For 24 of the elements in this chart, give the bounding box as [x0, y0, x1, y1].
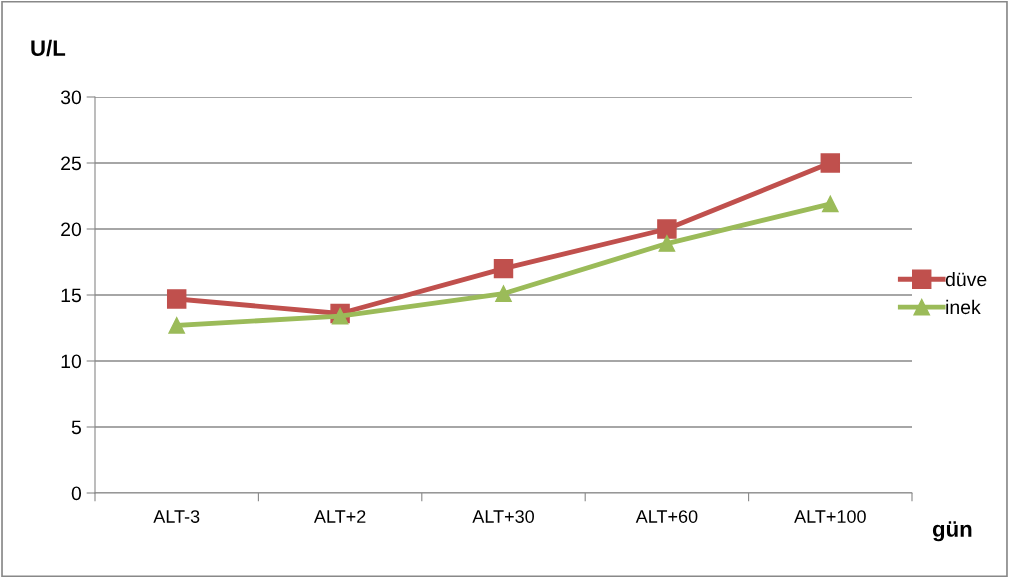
y-tick-label: 5 — [71, 420, 81, 435]
legend-label: inek — [946, 299, 981, 315]
y-axis-title: U/L — [31, 39, 66, 57]
x-axis-title: gün — [932, 521, 972, 542]
point — [820, 153, 841, 173]
y-tick-label: 30 — [60, 90, 82, 105]
x-tick-label: ALT+2 — [313, 510, 366, 523]
x-tick-label: ALT+100 — [794, 510, 866, 523]
point — [821, 195, 839, 213]
x-tick-label: ALT-3 — [153, 510, 200, 523]
point — [166, 289, 187, 309]
point — [658, 235, 676, 252]
point — [493, 258, 514, 279]
point — [168, 317, 186, 334]
legend-label: düve — [945, 272, 987, 287]
y-tick-label: 25 — [61, 156, 81, 171]
y-tick-label: 10 — [61, 354, 82, 369]
y-tick-label: 0 — [71, 486, 82, 501]
point — [495, 285, 512, 303]
x-tick-label: ALT+60 — [635, 510, 698, 523]
y-tick-label: 15 — [61, 288, 81, 303]
x-tick-label: ALT+30 — [472, 510, 534, 523]
y-tick-label: 20 — [61, 222, 82, 237]
point — [657, 219, 677, 239]
